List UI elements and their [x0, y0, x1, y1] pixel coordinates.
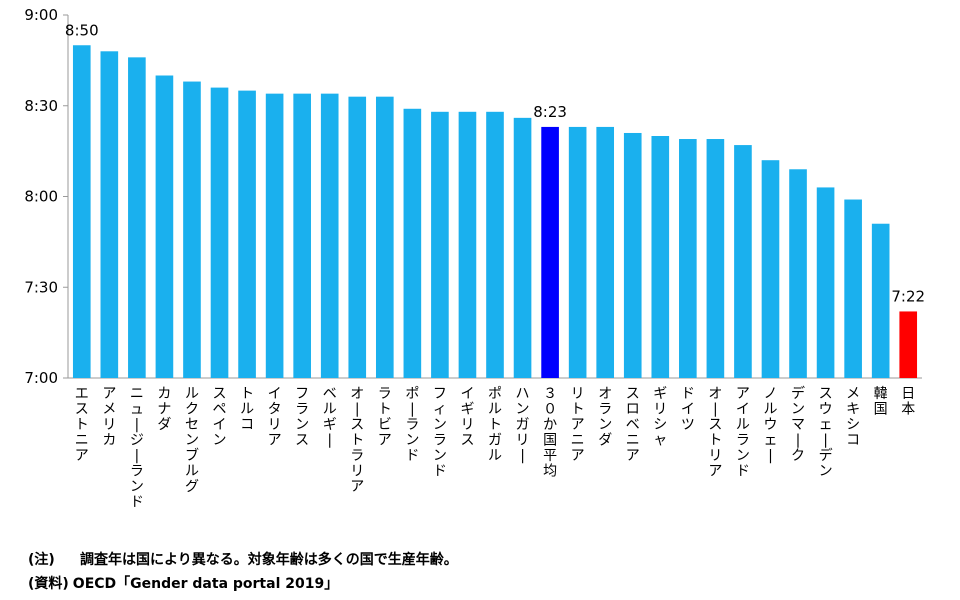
category-label: スウェ|デン: [819, 386, 833, 480]
bar-chart: 7:007:308:008:309:00 8:508:237:22 エストニアア…: [24, 6, 925, 511]
bar: [375, 96, 394, 379]
source-text: OECD「Gender data portal 2019」: [72, 576, 339, 592]
category-label: オ|ストラリア: [350, 386, 364, 495]
category-label: オランダ: [598, 386, 612, 449]
category-label: メキシコ: [846, 386, 860, 449]
category-label: スペイン: [213, 386, 227, 449]
y-tick-label: 7:30: [24, 278, 58, 296]
category-label: ギリシャ: [653, 386, 667, 449]
category-label: エストニア: [75, 386, 89, 464]
y-tick-label: 8:30: [24, 97, 58, 115]
category-label: トルコ: [240, 386, 254, 433]
bar: [651, 136, 670, 378]
bar: [458, 111, 477, 379]
category-label: ３０か国平均: [543, 386, 557, 480]
bar: [403, 108, 422, 379]
bar: [100, 51, 119, 379]
bar: [871, 223, 890, 378]
bars: 8:50 8:23 7:22: [65, 21, 925, 379]
bar: [541, 126, 559, 378]
bar: [320, 93, 339, 379]
bar: [238, 90, 256, 378]
bar: [568, 126, 587, 378]
note-line: (注) 調査年は国により異なる。対象年齢は多くの国で生産年齢。: [28, 548, 458, 572]
bar: [486, 111, 504, 379]
note-tag: (注): [28, 552, 55, 568]
bar: [348, 96, 367, 379]
category-label: ノルウェ|: [763, 386, 777, 464]
data-label: 7:22: [891, 287, 925, 305]
category-label: 韓国: [874, 386, 888, 418]
bar: [734, 145, 752, 378]
category-label: ポ|ランド: [405, 386, 419, 464]
category-label: スロベニア: [626, 386, 640, 464]
category-label: フィンランド: [433, 386, 447, 480]
y-tick-label: 7:00: [24, 369, 58, 387]
category-label: ニュ|ジ|ランド: [130, 386, 144, 511]
bar: [128, 57, 146, 378]
category-label: ドイツ: [681, 386, 695, 433]
category-label: ハンガリ|: [516, 386, 530, 464]
data-label: 8:23: [533, 103, 567, 121]
notes-block: (注) 調査年は国により異なる。対象年齢は多くの国で生産年齢。 (資料) OECD「…: [28, 548, 458, 596]
bar: [431, 111, 449, 379]
y-axis: 7:00 7:30 8:00 8:30 9:00: [24, 6, 922, 387]
category-label: 日本: [901, 386, 915, 418]
source-tag: (資料): [28, 576, 69, 592]
bar: [706, 139, 725, 378]
category-label: イギリス: [460, 386, 474, 449]
category-label: ベルギ|: [323, 386, 337, 449]
source-line: (資料) OECD「Gender data portal 2019」: [28, 572, 458, 596]
category-label: カナダ: [157, 386, 171, 433]
category-label: フランス: [295, 386, 309, 449]
bar: [210, 87, 229, 378]
bar: [844, 199, 862, 378]
bar: [293, 93, 311, 379]
category-labels: エストニアアメリカニュ|ジ|ランドカナダルクセンブルグスペイントルコイタリアフラ…: [75, 385, 915, 511]
bar: [761, 160, 780, 378]
category-label: アイルランド: [736, 386, 750, 480]
y-tick-label: 8:00: [24, 188, 58, 206]
bar: [899, 311, 918, 378]
category-label: ラトビア: [378, 386, 392, 449]
data-label: 8:50: [65, 21, 99, 39]
bar: [623, 132, 642, 378]
category-label: オ|ストリア: [708, 386, 722, 480]
bar: [789, 169, 807, 378]
y-tick-label: 9:00: [24, 6, 58, 24]
bar: [265, 93, 284, 379]
bar: [183, 81, 201, 379]
bar: [596, 126, 615, 378]
bar: [72, 45, 91, 378]
note-text: 調査年は国により異なる。対象年齢は多くの国で生産年齢。: [80, 552, 458, 568]
category-label: アメリカ: [102, 386, 116, 449]
bar: [679, 139, 697, 378]
category-label: ルクセンブルグ: [185, 386, 199, 495]
category-label: ポルトガル: [488, 386, 502, 464]
category-label: デンマ|ク: [791, 385, 805, 464]
category-label: イタリア: [268, 386, 282, 449]
bar: [513, 117, 532, 378]
bar: [816, 187, 835, 378]
bar: [155, 75, 174, 378]
category-label: リトアニア: [571, 386, 585, 464]
